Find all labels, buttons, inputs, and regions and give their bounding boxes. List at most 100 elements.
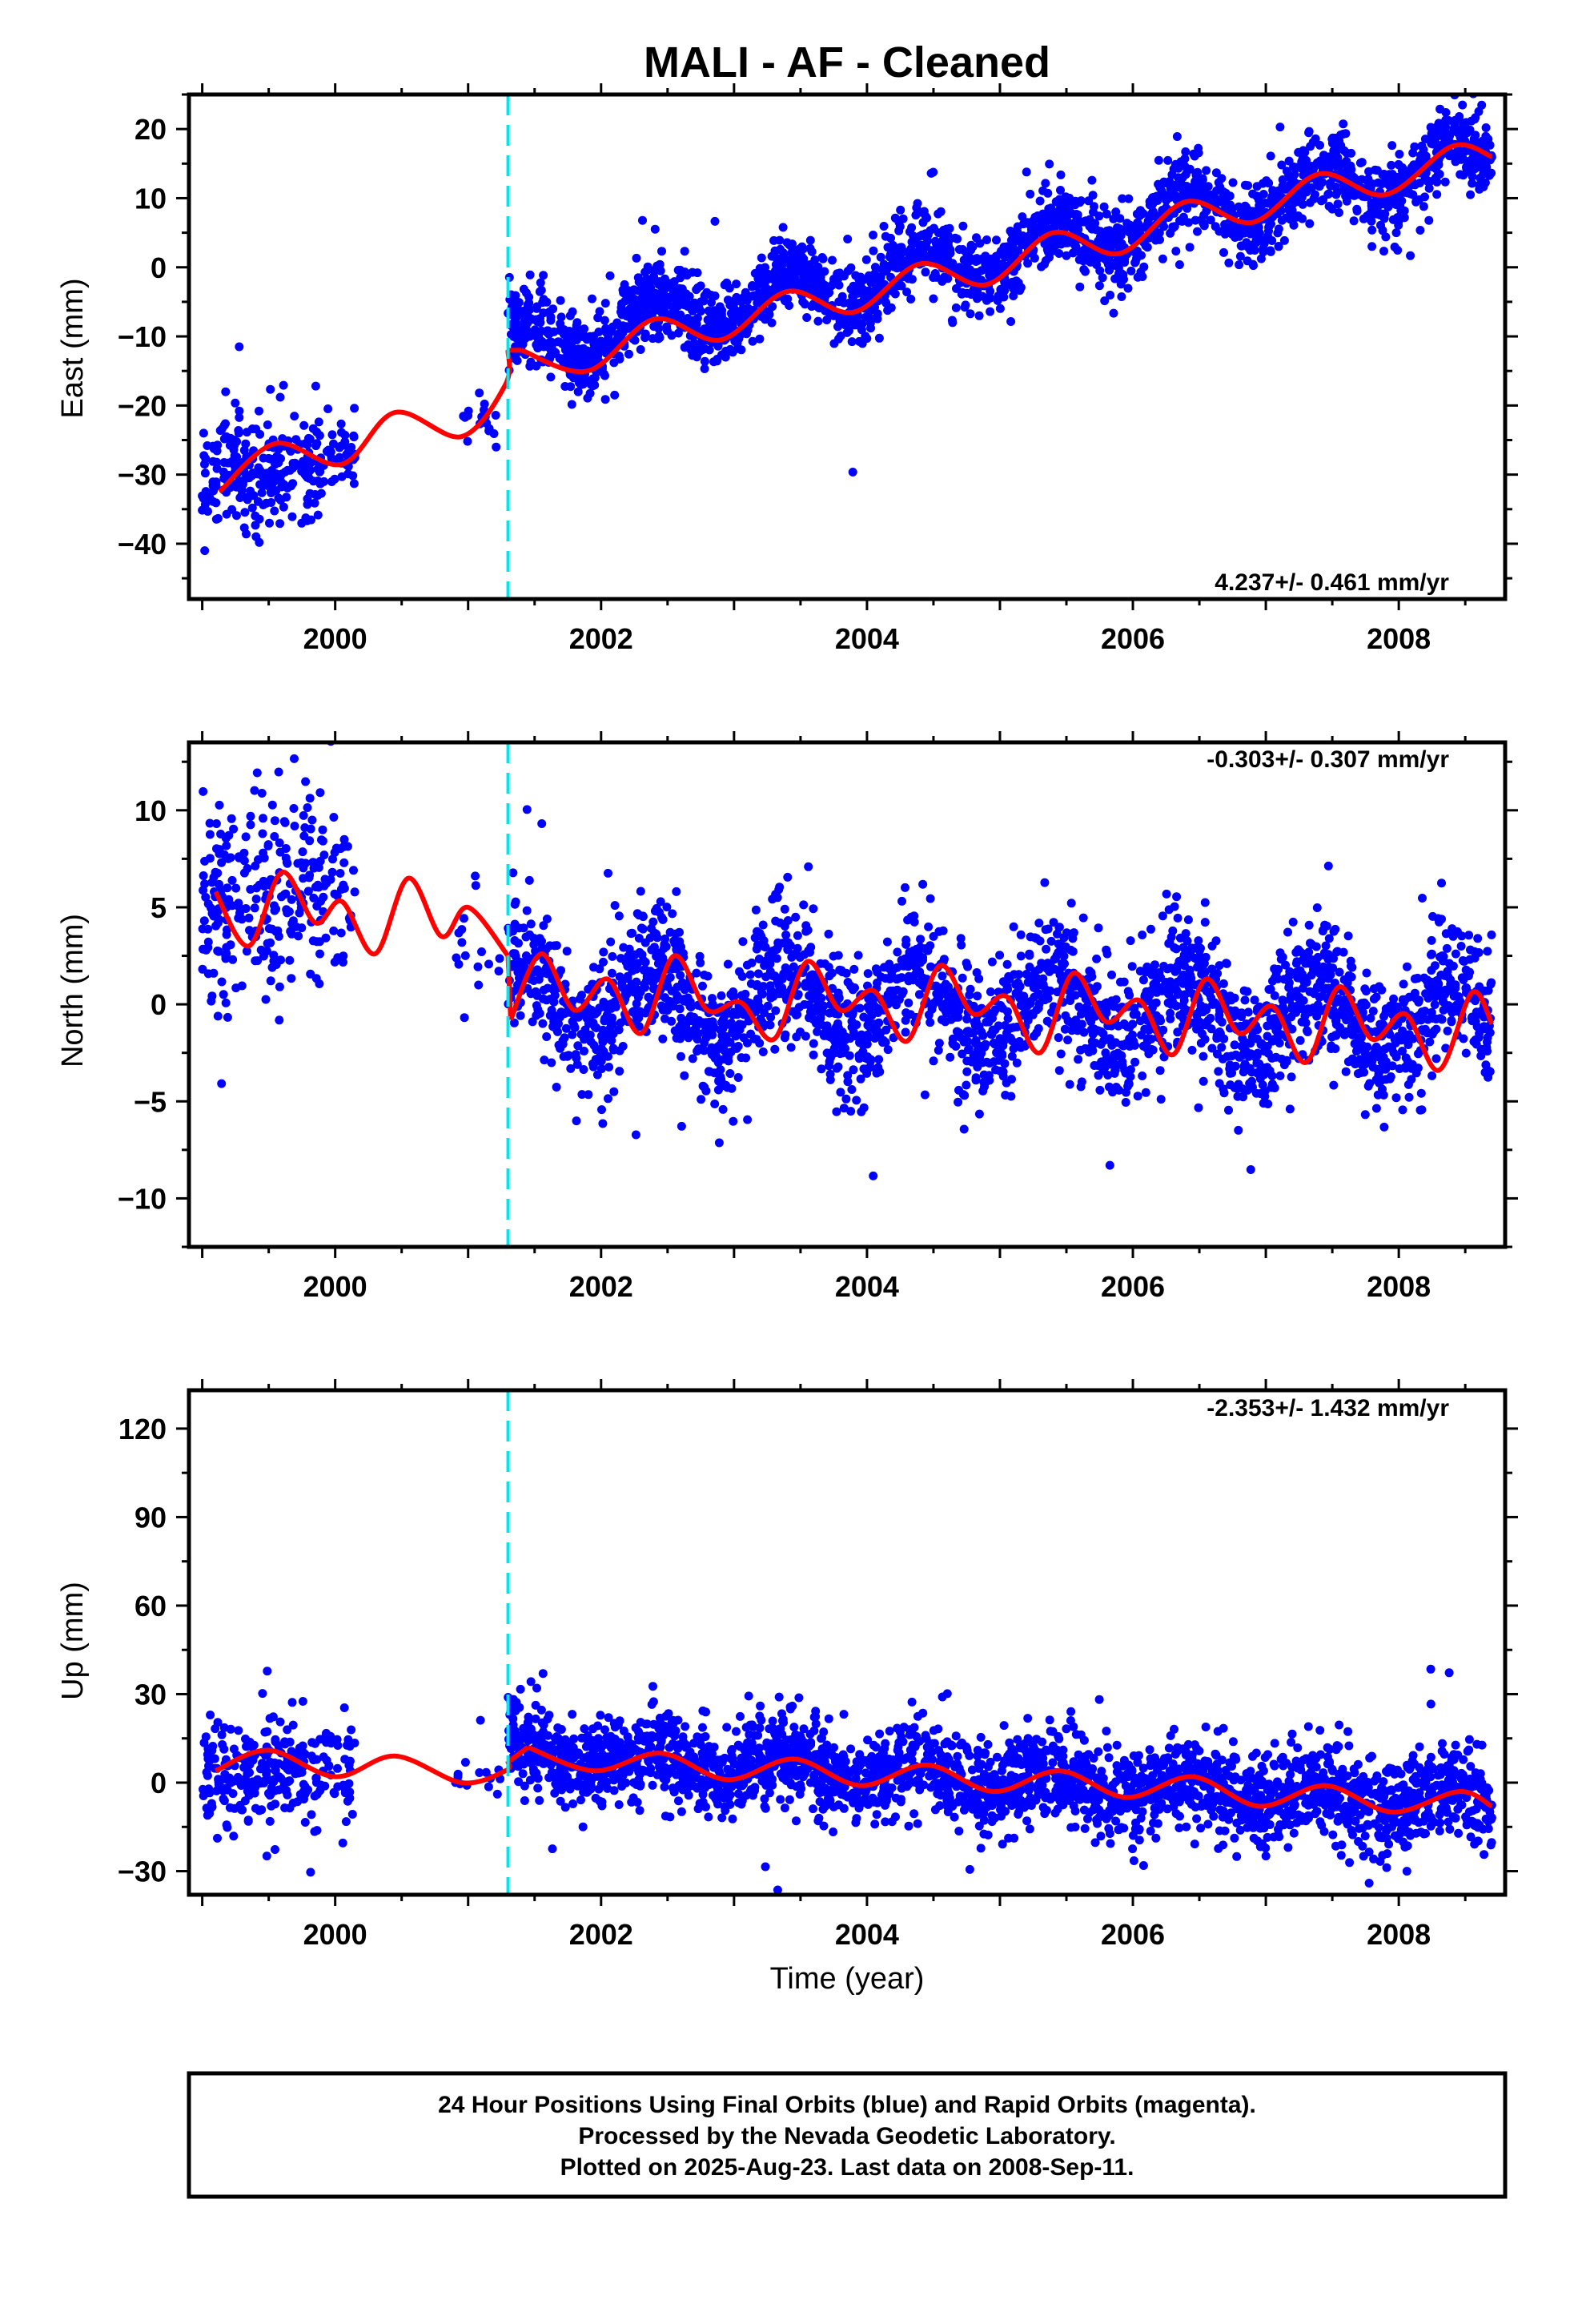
north-data-point bbox=[227, 814, 236, 823]
east-data-point bbox=[577, 348, 587, 356]
east-data-point bbox=[636, 294, 646, 304]
east-data-point bbox=[567, 335, 576, 344]
east-data-point bbox=[339, 440, 349, 450]
north-data-point bbox=[1012, 1058, 1022, 1068]
north-data-point bbox=[791, 912, 801, 922]
east-data-point bbox=[1068, 248, 1078, 258]
north-data-point bbox=[221, 998, 231, 1007]
east-data-point bbox=[917, 240, 927, 250]
east-data-point bbox=[1138, 272, 1147, 281]
east-data-point bbox=[1075, 198, 1085, 207]
north-data-point bbox=[335, 869, 345, 878]
east-data-point bbox=[1124, 194, 1134, 203]
north-data-point bbox=[1341, 1067, 1351, 1076]
east-data-point bbox=[605, 271, 615, 280]
east-data-point bbox=[463, 436, 472, 446]
east-data-point bbox=[343, 469, 353, 479]
east-data-point bbox=[1463, 128, 1472, 138]
north-data-point bbox=[962, 959, 971, 968]
east-data-point bbox=[1167, 170, 1177, 179]
north-data-point bbox=[658, 1034, 668, 1043]
north-data-point bbox=[308, 936, 318, 946]
east-data-point bbox=[760, 279, 769, 288]
east-data-point bbox=[1114, 263, 1123, 272]
north-data-point bbox=[1066, 993, 1075, 1003]
east-xtick-label: 2000 bbox=[303, 622, 367, 655]
north-data-point bbox=[275, 982, 284, 991]
north-data-point bbox=[695, 951, 705, 961]
east-data-point bbox=[1441, 115, 1451, 125]
east-ytick-label: −40 bbox=[118, 528, 167, 561]
north-data-point bbox=[460, 1013, 469, 1023]
east-data-point bbox=[231, 398, 240, 408]
east-data-point bbox=[1255, 228, 1264, 238]
east-data-point bbox=[287, 512, 297, 521]
east-data-point bbox=[1191, 185, 1201, 195]
east-data-point bbox=[929, 273, 938, 282]
east-data-point bbox=[654, 334, 663, 344]
north-data-point bbox=[640, 938, 650, 947]
east-data-point bbox=[475, 388, 484, 398]
east-data-point bbox=[1079, 217, 1089, 227]
north-data-point bbox=[1179, 961, 1189, 971]
north-data-point bbox=[676, 971, 685, 980]
east-data-point bbox=[1331, 190, 1341, 199]
east-data-point bbox=[556, 296, 565, 305]
north-data-point bbox=[530, 967, 540, 976]
east-data-point bbox=[1406, 189, 1415, 199]
north-data-point bbox=[275, 1015, 284, 1025]
east-data-point bbox=[921, 267, 930, 277]
north-data-point bbox=[303, 887, 313, 896]
north-data-point bbox=[484, 959, 493, 969]
east-data-point bbox=[305, 489, 315, 498]
east-data-point bbox=[1221, 188, 1231, 198]
east-data-point bbox=[539, 271, 548, 280]
north-data-point bbox=[211, 819, 221, 828]
east-data-point bbox=[1484, 171, 1494, 180]
east-data-point bbox=[805, 243, 815, 253]
north-data-point bbox=[753, 969, 763, 979]
north-data-point bbox=[1278, 995, 1287, 1005]
east-data-point bbox=[1312, 176, 1322, 186]
east-data-point bbox=[1154, 155, 1163, 165]
north-data-point bbox=[1399, 979, 1408, 989]
east-data-point bbox=[757, 253, 766, 263]
north-data-point bbox=[250, 786, 259, 795]
north-data-point bbox=[343, 842, 352, 851]
east-data-point bbox=[1399, 171, 1408, 180]
east-data-point bbox=[633, 315, 643, 324]
north-data-point bbox=[692, 968, 701, 978]
east-data-point bbox=[546, 372, 556, 382]
east-data-point bbox=[1288, 199, 1298, 209]
east-data-point bbox=[1342, 156, 1351, 166]
east-data-point bbox=[785, 280, 794, 290]
north-data-point bbox=[259, 853, 269, 862]
north-data-point bbox=[1343, 931, 1353, 941]
north-data-point bbox=[1082, 1002, 1091, 1011]
north-data-point bbox=[614, 911, 624, 921]
east-data-point bbox=[936, 207, 946, 216]
east-data-point bbox=[219, 458, 229, 467]
east-data-point bbox=[1141, 241, 1150, 251]
north-data-point bbox=[1407, 1063, 1416, 1073]
east-xtick-label: 2004 bbox=[835, 622, 899, 655]
east-data-point bbox=[1367, 211, 1376, 220]
east-data-point bbox=[1231, 231, 1240, 239]
east-data-point bbox=[624, 324, 633, 333]
east-data-point bbox=[198, 491, 207, 501]
east-data-point bbox=[747, 292, 757, 301]
east-data-point bbox=[511, 291, 520, 300]
east-data-point bbox=[645, 293, 655, 303]
east-data-point bbox=[737, 297, 746, 307]
east-data-point bbox=[1415, 226, 1425, 235]
east-data-point bbox=[203, 507, 212, 516]
east-data-point bbox=[676, 310, 685, 320]
north-data-point bbox=[1287, 1072, 1296, 1082]
north-data-point bbox=[261, 995, 271, 1004]
east-data-point bbox=[582, 376, 592, 385]
east-data-point bbox=[879, 222, 889, 231]
east-data-point bbox=[680, 292, 689, 301]
north-data-point bbox=[904, 998, 913, 1007]
east-data-point bbox=[851, 314, 861, 324]
north-data-point bbox=[918, 879, 928, 889]
